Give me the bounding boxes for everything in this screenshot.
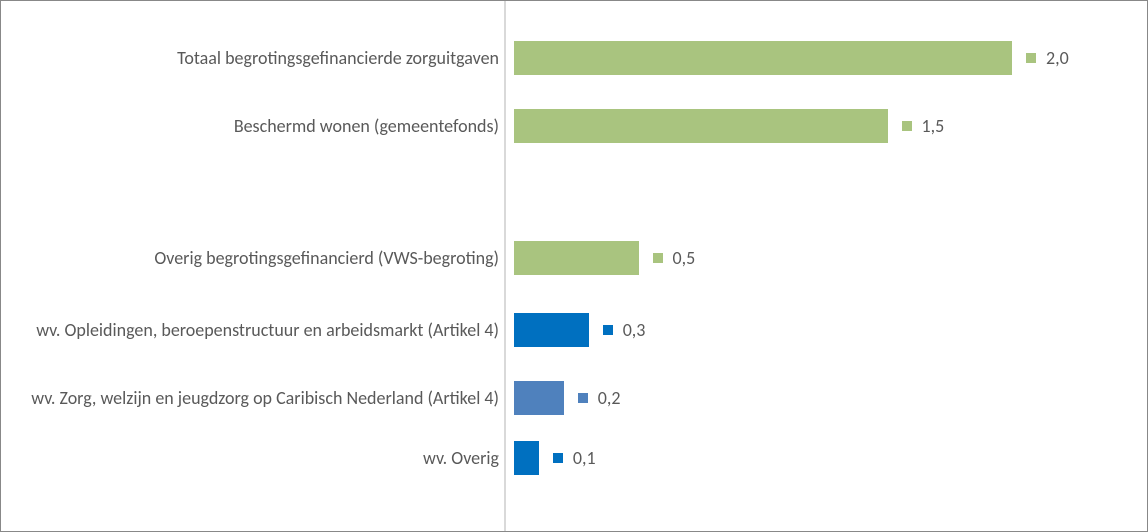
chart-row: Beschermd wonen (gemeentefonds) 1,5: [11, 109, 1137, 143]
category-label: wv. Zorg, welzijn en jeugdzorg op Caribi…: [11, 388, 514, 409]
legend-marker: [902, 121, 912, 131]
value-label: 0,5: [673, 247, 696, 269]
legend-marker: [1026, 53, 1036, 63]
bar: [514, 241, 639, 275]
value-label: 1,5: [922, 115, 945, 137]
bar: [514, 441, 539, 475]
chart-row: wv. Opleidingen, beroepenstructuur en ar…: [11, 307, 1137, 353]
value-label: 0,2: [598, 387, 621, 409]
legend-marker: [553, 453, 563, 463]
bar-zone: 2,0: [514, 41, 1137, 75]
legend-marker: [603, 325, 613, 335]
legend-marker: [578, 393, 588, 403]
bar: [514, 41, 1012, 75]
category-label: Beschermd wonen (gemeentefonds): [11, 116, 514, 137]
value-label: 2,0: [1046, 47, 1069, 69]
bar: [514, 109, 888, 143]
value-group: 0,2: [578, 387, 621, 409]
bar-zone: 0,2: [514, 375, 1137, 421]
category-label: wv. Opleidingen, beroepenstructuur en ar…: [11, 320, 514, 341]
value-label: 0,1: [573, 447, 596, 469]
bar: [514, 381, 564, 415]
value-group: 0,3: [603, 319, 646, 341]
value-group: 0,5: [653, 247, 696, 269]
chart-row: Overig begrotingsgefinancierd (VWS-begro…: [11, 241, 1137, 275]
chart-container: Totaal begrotingsgefinancierde zorguitga…: [0, 0, 1148, 532]
bar-zone: 0,5: [514, 241, 1137, 275]
value-group: 1,5: [902, 115, 945, 137]
category-label: Overig begrotingsgefinancierd (VWS-begro…: [11, 248, 514, 269]
plot-area: Totaal begrotingsgefinancierde zorguitga…: [11, 21, 1137, 501]
category-label: wv. Overig: [11, 448, 514, 469]
bar-zone: 0,1: [514, 441, 1137, 475]
value-label: 0,3: [623, 319, 646, 341]
chart-row: Totaal begrotingsgefinancierde zorguitga…: [11, 41, 1137, 75]
value-group: 0,1: [553, 447, 596, 469]
value-group: 2,0: [1026, 47, 1069, 69]
chart-row: wv. Overig 0,1: [11, 441, 1137, 475]
bar-zone: 0,3: [514, 307, 1137, 353]
legend-marker: [653, 253, 663, 263]
bar: [514, 313, 589, 347]
bar-zone: 1,5: [514, 109, 1137, 143]
category-label: Totaal begrotingsgefinancierde zorguitga…: [11, 48, 514, 69]
chart-row: wv. Zorg, welzijn en jeugdzorg op Caribi…: [11, 375, 1137, 421]
